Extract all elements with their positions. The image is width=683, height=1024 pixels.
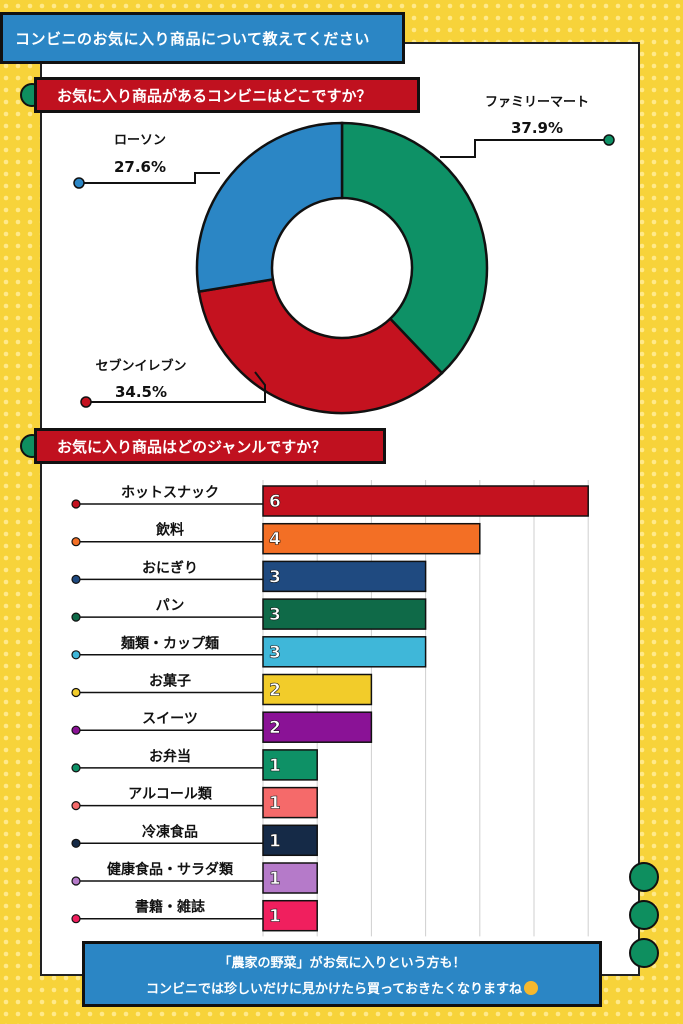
bar-value-label: 1 (269, 794, 281, 814)
bar (262, 749, 318, 781)
category-label: お菓子 (149, 673, 191, 690)
page-title: コンビニのお気に入り商品について教えてください (0, 12, 405, 64)
bar (262, 673, 373, 706)
thinking-face-icon (523, 980, 538, 995)
category-label: パン (156, 598, 185, 614)
bar (262, 786, 318, 819)
bar (262, 862, 318, 894)
slice-label-seven-eleven: セブンイレブン (95, 358, 186, 374)
bar-value-label: 4 (269, 530, 281, 550)
category-label: 飲料 (155, 522, 184, 539)
category-dot (71, 574, 81, 585)
category-dot (71, 914, 81, 924)
category-label: おにぎり (142, 559, 198, 576)
category-label: 健康食品・サラダ類 (107, 861, 234, 878)
category-dot (71, 537, 81, 547)
donut-slice-familymart (340, 121, 489, 375)
bar (262, 485, 589, 517)
category-label: 冷凍食品 (142, 823, 198, 840)
slice-label-lawson: ローソン (114, 133, 166, 148)
category-dot (71, 687, 81, 698)
leader-line-seven-eleven (86, 371, 266, 403)
category-label: スイーツ (142, 711, 198, 727)
bar (262, 824, 318, 857)
leader-dot-familymart (603, 134, 615, 146)
bar (262, 636, 427, 668)
section1-title: お気に入り商品があるコンビニはどこですか？ (34, 77, 420, 113)
category-dot (71, 499, 81, 509)
bar (262, 711, 373, 743)
decorative-dot-2 (629, 900, 659, 930)
category-dot (71, 650, 81, 660)
category-label: 書籍・雑誌 (135, 899, 205, 916)
bar-value-label: 1 (269, 907, 281, 927)
donut-slice-lawson (195, 121, 344, 294)
category-dot (71, 838, 81, 848)
leader-dot-lawson (73, 177, 85, 189)
category-dot (71, 725, 81, 735)
bar-value-label: 1 (269, 869, 281, 889)
footer-note: 「農家の野菜」がお気に入りという方も！ コンビニでは珍しいだけに見かけたら買って… (82, 941, 602, 1007)
bar-value-label: 2 (269, 681, 281, 701)
slice-value-lawson: 27.6% (114, 158, 166, 176)
slice-value-seven-eleven: 34.5% (115, 383, 167, 401)
bar (262, 598, 427, 630)
bar (262, 522, 481, 555)
bar-value-label: 1 (269, 756, 281, 776)
category-label: アルコール類 (128, 787, 213, 803)
bar-value-label: 3 (269, 605, 281, 625)
category-dot (71, 612, 81, 622)
category-dot (71, 763, 81, 773)
slice-label-familymart: ファミリーマート (485, 95, 589, 110)
bar (262, 560, 427, 593)
decorative-dot-3 (629, 938, 659, 968)
bar (262, 899, 318, 932)
leader-line-lawson (79, 172, 220, 184)
category-label: ホットスナック (121, 485, 219, 501)
leader-dot-seven-eleven (80, 396, 92, 408)
bar-value-label: 3 (269, 643, 281, 663)
bar-value-label: 2 (269, 718, 281, 738)
bar-value-label: 6 (269, 492, 281, 512)
leader-line-familymart (440, 139, 609, 158)
bar-value-label: 3 (269, 567, 281, 587)
category-dot (71, 876, 81, 886)
section2-title: お気に入り商品はどのジャンルですか？ (34, 428, 386, 464)
bar-value-label: 1 (269, 831, 281, 851)
category-label: 麺類・カップ麺 (120, 635, 219, 652)
category-label: お弁当 (149, 748, 191, 765)
footer-line-1: 「農家の野菜」がお気に入りという方も！ (218, 955, 466, 971)
category-dot (71, 800, 81, 811)
decorative-dot-1 (629, 862, 659, 892)
slice-value-familymart: 37.9% (511, 119, 563, 137)
footer-line-2: コンビニでは珍しいだけに見かけたら買っておきたくなりますね (146, 981, 522, 997)
